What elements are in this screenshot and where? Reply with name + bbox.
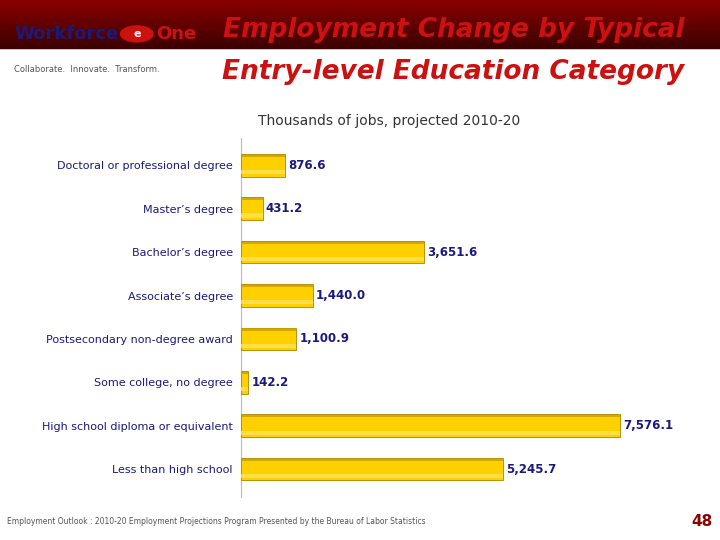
Bar: [241, 343, 296, 348]
Bar: [241, 170, 285, 174]
Bar: [241, 154, 285, 177]
Bar: [241, 415, 620, 417]
Text: 7,576.1: 7,576.1: [623, 419, 673, 433]
Bar: [241, 257, 423, 261]
Text: 3,651.6: 3,651.6: [427, 246, 477, 259]
Bar: [241, 372, 248, 374]
Bar: [241, 213, 263, 218]
Bar: [241, 371, 248, 394]
Bar: [241, 458, 503, 461]
Bar: [241, 415, 620, 437]
Text: 1,100.9: 1,100.9: [300, 333, 349, 346]
Bar: [241, 198, 263, 220]
Text: 48: 48: [691, 514, 713, 529]
Text: 876.6: 876.6: [288, 159, 325, 172]
Text: 431.2: 431.2: [266, 202, 303, 215]
Text: Entry-level Education Category: Entry-level Education Category: [222, 59, 685, 85]
Text: Collaborate.  Innovate.  Transform.: Collaborate. Innovate. Transform.: [14, 65, 160, 74]
Text: Employment Change by Typical: Employment Change by Typical: [223, 17, 684, 43]
Text: 142.2: 142.2: [251, 376, 289, 389]
Bar: [241, 387, 248, 391]
Bar: [241, 300, 313, 305]
Bar: [241, 430, 620, 435]
Text: Thousands of jobs, projected 2010-20: Thousands of jobs, projected 2010-20: [258, 114, 520, 127]
Bar: [241, 198, 263, 200]
Bar: [241, 474, 503, 478]
Text: e: e: [133, 29, 140, 39]
Bar: [241, 154, 285, 157]
Circle shape: [121, 26, 153, 42]
Bar: [241, 241, 423, 244]
Bar: [241, 328, 296, 350]
Bar: [241, 328, 296, 330]
Text: One: One: [157, 25, 197, 43]
Text: Employment Outlook : 2010-20 Employment Projections Program Presented by the Bur: Employment Outlook : 2010-20 Employment …: [7, 517, 426, 525]
Bar: [241, 284, 313, 307]
Text: Workforce: Workforce: [14, 25, 119, 43]
Text: 5,245.7: 5,245.7: [506, 463, 557, 476]
Bar: [241, 285, 313, 287]
Bar: [241, 458, 503, 481]
Bar: [241, 241, 423, 264]
Text: 1,440.0: 1,440.0: [316, 289, 366, 302]
